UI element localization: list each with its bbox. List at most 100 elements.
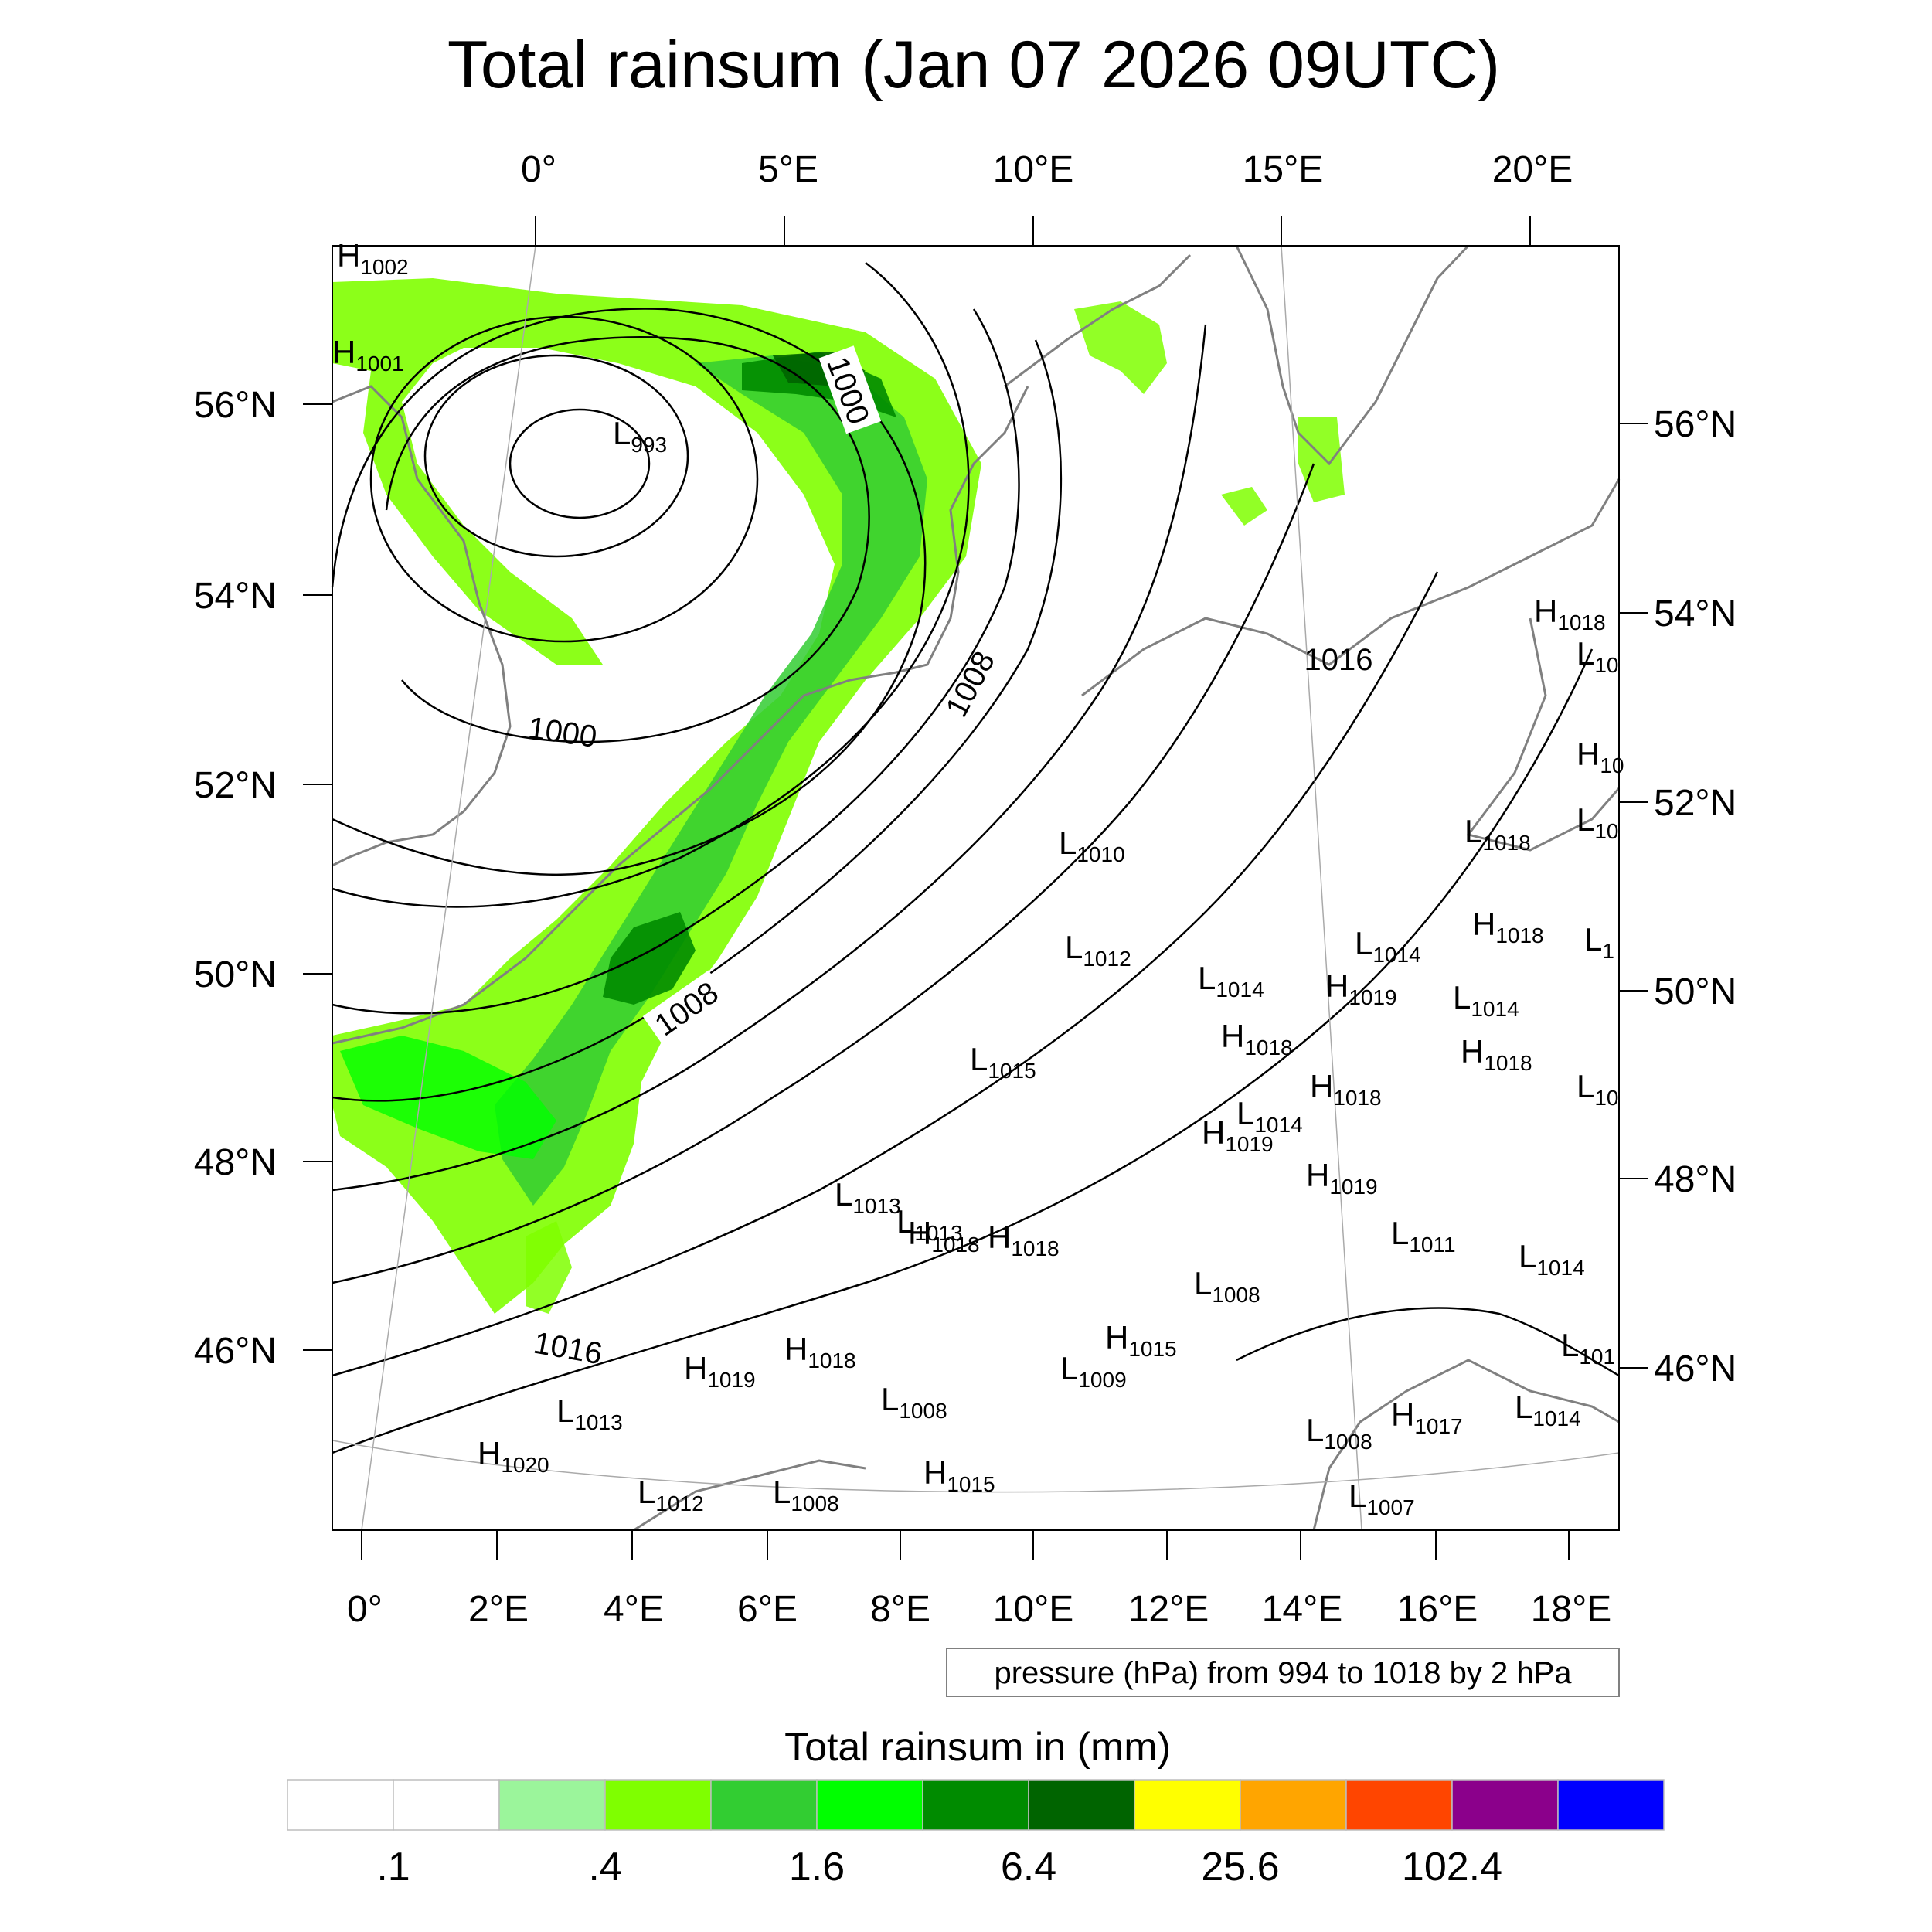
isobar-1016 — [332, 648, 1594, 1454]
center-type-letter: H — [1534, 593, 1557, 629]
lon-label: 6°E — [737, 1589, 798, 1630]
lat-label: 54°N — [1654, 594, 1736, 634]
center-type-letter: H — [1306, 1157, 1329, 1193]
colorbar-swatch — [816, 1779, 923, 1831]
parallel-45 — [332, 1440, 1620, 1493]
lat-label: 52°N — [1654, 783, 1736, 824]
center-pressure-value: 1001 — [355, 352, 403, 376]
center-pressure-value: 1014 — [1372, 943, 1420, 967]
isobar-label-group: 1000 1000 1008 1008 1016 1016 — [526, 345, 1373, 1371]
center-type-letter: H — [337, 237, 360, 274]
isobar-1006 — [332, 308, 1020, 1015]
center-pressure-value: 1013 — [852, 1194, 900, 1218]
center-pressure-value: 10 — [1594, 819, 1618, 843]
center-type-letter: L — [1584, 921, 1602, 957]
colorbar-tick-label: .4 — [588, 1845, 621, 1889]
colorbar-swatch — [1134, 1779, 1241, 1831]
isobar-label: 1016 — [1304, 643, 1373, 677]
colorbar-swatch — [1028, 1779, 1135, 1831]
high-pressure-center: H1018 — [908, 1215, 980, 1257]
low-pressure-center: L1011 — [1391, 1215, 1456, 1257]
center-type-letter: H — [684, 1350, 707, 1386]
low-pressure-center: L1014 — [1355, 925, 1421, 967]
high-pressure-center: H1018 — [1461, 1033, 1532, 1075]
isobar-1018 — [1236, 1307, 1620, 1377]
center-type-letter: H — [1472, 906, 1495, 942]
coast-gulf-riga — [1466, 617, 1621, 852]
rain-band-northsea — [332, 278, 981, 1314]
center-type-letter: H — [1310, 1068, 1333, 1104]
lon-label: 15°E — [1243, 149, 1324, 190]
low-pressure-center: L1008 — [773, 1474, 839, 1515]
center-pressure-value: 1019 — [1349, 985, 1396, 1009]
center-pressure-value: 1014 — [1471, 997, 1519, 1021]
high-pressure-center: H1018 — [1310, 1068, 1382, 1110]
center-pressure-value: 1019 — [1329, 1175, 1377, 1199]
low-pressure-center: L1 — [1584, 921, 1614, 963]
low-pressure-center: L10 — [1577, 1068, 1619, 1110]
center-type-letter: L — [1059, 825, 1077, 861]
center-pressure-value: 1011 — [1409, 1233, 1455, 1257]
center-type-letter: H — [1105, 1319, 1128, 1355]
low-pressure-center: L1018 — [1464, 813, 1531, 855]
center-pressure-value: 10 — [1594, 653, 1618, 677]
low-pressure-center: L1015 — [970, 1041, 1036, 1083]
colorbar-tick-label: 1.6 — [789, 1845, 845, 1889]
low-pressure-center: L1008 — [881, 1381, 947, 1423]
center-type-letter: H — [908, 1215, 931, 1251]
meridian-15 — [1281, 245, 1362, 1531]
right-latitude-labels: 56°N 54°N 52°N 50°N 48°N 46°N — [1654, 404, 1736, 1389]
colorbar-swatch — [1240, 1779, 1347, 1831]
center-pressure-value: 1017 — [1414, 1414, 1462, 1438]
center-type-letter: H — [1325, 968, 1349, 1004]
colorbar-swatch — [393, 1779, 500, 1831]
colorbar-legend: Total rainsum in (mm) .1 .4 1.6 6.4 25.6 102.… — [287, 1725, 1665, 1889]
center-pressure-value: 1019 — [1225, 1132, 1273, 1156]
low-pressure-center: L1014 — [1453, 979, 1519, 1021]
pressure-centers: H1002H1001L993H1018L10H10L1018L10L1010L1… — [332, 237, 1624, 1519]
low-pressure-center: L1013 — [835, 1176, 901, 1218]
lon-label: 10°E — [993, 1589, 1074, 1630]
left-latitude-labels: 56°N 54°N 52°N 50°N 48°N 46°N — [194, 385, 277, 1372]
center-type-letter: L — [1198, 960, 1216, 996]
center-pressure-value: 1007 — [1366, 1495, 1414, 1519]
isobar-1000 — [385, 336, 870, 743]
coast-gulf-lion — [633, 1459, 866, 1532]
colorbar-tick-labels: .1 .4 1.6 6.4 25.6 102.4 — [376, 1845, 1502, 1889]
lat-label: 48°N — [194, 1142, 277, 1183]
coastlines — [332, 244, 1621, 1532]
center-pressure-value: 1014 — [1216, 978, 1264, 1002]
center-pressure-value: 1014 — [1254, 1113, 1302, 1137]
rain-shading — [332, 278, 1345, 1314]
coast-continent — [332, 386, 1029, 1045]
center-type-letter: H — [988, 1219, 1011, 1255]
center-pressure-value: 10 — [1594, 1086, 1618, 1110]
center-pressure-value: 1012 — [655, 1492, 703, 1515]
coast-baltic — [1081, 478, 1621, 697]
high-pressure-center: H1019 — [684, 1350, 756, 1392]
lon-label: 2°E — [468, 1589, 529, 1630]
center-type-letter: H — [1461, 1033, 1484, 1070]
high-pressure-center: H10 — [1577, 736, 1624, 777]
high-pressure-center: H1018 — [1472, 906, 1544, 947]
colorbar-swatch — [1451, 1779, 1559, 1831]
center-type-letter: L — [1519, 1238, 1536, 1274]
lon-label: 8°E — [870, 1589, 930, 1630]
center-pressure-value: 1002 — [360, 255, 408, 279]
lat-label: 46°N — [1654, 1349, 1736, 1389]
colorbar-tick-label: 6.4 — [1001, 1845, 1056, 1889]
lon-label: 14°E — [1262, 1589, 1343, 1630]
center-pressure-value: 1 — [1602, 939, 1614, 963]
lat-label: 48°N — [1654, 1159, 1736, 1200]
isobar-1004 — [332, 262, 970, 908]
lon-label: 20°E — [1492, 149, 1573, 190]
colorbar — [287, 1779, 1665, 1831]
high-pressure-center: H1018 — [1221, 1018, 1293, 1060]
high-pressure-center: H1001 — [332, 334, 404, 376]
high-pressure-center: H1018 — [1534, 593, 1606, 634]
center-pressure-value: 1019 — [707, 1368, 755, 1392]
colorbar-tick-label: .1 — [376, 1845, 410, 1889]
low-pressure-center: L1012 — [638, 1474, 704, 1515]
colorbar-swatch — [1345, 1779, 1453, 1831]
